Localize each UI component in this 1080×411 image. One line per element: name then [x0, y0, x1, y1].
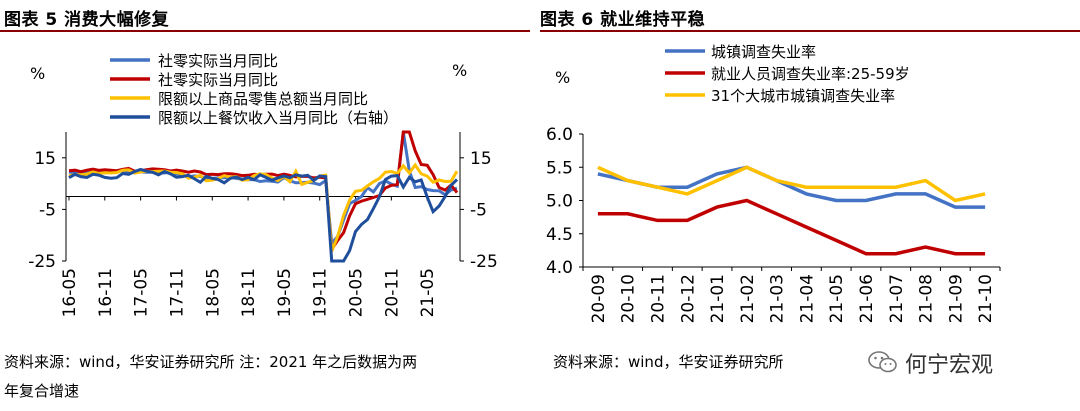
left-legend-label: 限额以上商品零售总额当月同比 — [158, 90, 368, 108]
left-y-unit: % — [30, 64, 45, 83]
x-tick-label: 21-10 — [976, 274, 996, 323]
x-tick-label: 21-09 — [946, 274, 966, 323]
left-series-line-1 — [68, 130, 459, 254]
x-tick-label: 19-11 — [311, 268, 331, 317]
x-tick-label: 20-11 — [648, 274, 668, 323]
x-tick-label: 17-05 — [132, 268, 152, 317]
right-series-line-2 — [597, 165, 986, 203]
right-legend-label: 城镇调查失业率 — [711, 43, 816, 61]
x-tick-label: 20-05 — [347, 268, 367, 317]
x-tick-label: 18-05 — [203, 268, 223, 317]
x-tick-label: 21-04 — [797, 274, 817, 323]
right-chart-y-unit: % — [555, 68, 570, 87]
right-source: 资料来源：wind，华安证券研究所 — [553, 353, 784, 371]
x-tick-label: 18-11 — [239, 268, 259, 317]
left-panel-title: 图表 5 消费大幅修复 — [4, 10, 170, 30]
watermark-text: 何宁宏观 — [905, 353, 994, 378]
left-legend-label: 社零实际当月同比 — [158, 71, 278, 89]
y-tick-label: 4.5 — [546, 225, 573, 245]
y-tick-label: 6.0 — [546, 125, 573, 145]
x-tick-label: 16-05 — [60, 268, 80, 317]
x-tick-label: 21-08 — [917, 274, 937, 323]
right-y-unit: % — [452, 61, 467, 80]
y-tick-label: -5 — [39, 200, 56, 220]
right-series-line-1 — [597, 198, 986, 256]
right-legend-label: 31个大城市城镇调查失业率 — [711, 87, 895, 105]
x-tick-label: 20-09 — [589, 274, 609, 323]
left-series-line-0 — [68, 131, 458, 247]
y2-tick-label: -5 — [470, 200, 487, 220]
x-tick-label: 21-05 — [418, 268, 438, 317]
y-tick-label: 15 — [34, 149, 56, 169]
x-tick-label: 21-06 — [857, 274, 877, 323]
x-tick-label: 19-05 — [275, 268, 295, 317]
x-tick-label: 21-03 — [768, 274, 788, 323]
left-source-line-1: 资料来源：wind，华安证券研究所 注：2021 年之后数据为两 — [4, 353, 418, 371]
left-series-line-3 — [68, 167, 459, 263]
right-title-rule — [540, 30, 1080, 32]
y2-tick-label: 15 — [470, 149, 492, 169]
y-tick-label: 5.0 — [546, 192, 573, 212]
right-legend-label: 就业人员调查失业率:25-59岁 — [711, 65, 910, 83]
y-tick-label: -25 — [28, 252, 56, 272]
left-title-rule — [0, 30, 530, 32]
y-tick-label: 4.0 — [546, 258, 573, 278]
left-legend-label: 限额以上餐饮收入当月同比（右轴） — [158, 109, 398, 127]
x-tick-label: 20-12 — [678, 274, 698, 323]
x-tick-label: 17-11 — [167, 268, 187, 317]
left-source-line-2: 年复合增速 — [4, 382, 80, 400]
wechat-icon — [868, 351, 897, 373]
x-tick-label: 21-02 — [738, 274, 758, 323]
y-tick-label: 5.5 — [546, 158, 573, 178]
x-tick-label: 21-01 — [708, 274, 728, 323]
y2-tick-label: -25 — [470, 252, 498, 272]
x-tick-label: 20-11 — [382, 268, 402, 317]
x-tick-label: 21-05 — [827, 274, 847, 323]
right-panel-title: 图表 6 就业维持平稳 — [540, 10, 706, 30]
x-tick-label: 21-07 — [887, 274, 907, 323]
x-tick-label: 16-11 — [96, 268, 116, 317]
x-tick-label: 20-10 — [619, 274, 639, 323]
left-legend-label: 社零实际当月同比 — [158, 52, 278, 70]
